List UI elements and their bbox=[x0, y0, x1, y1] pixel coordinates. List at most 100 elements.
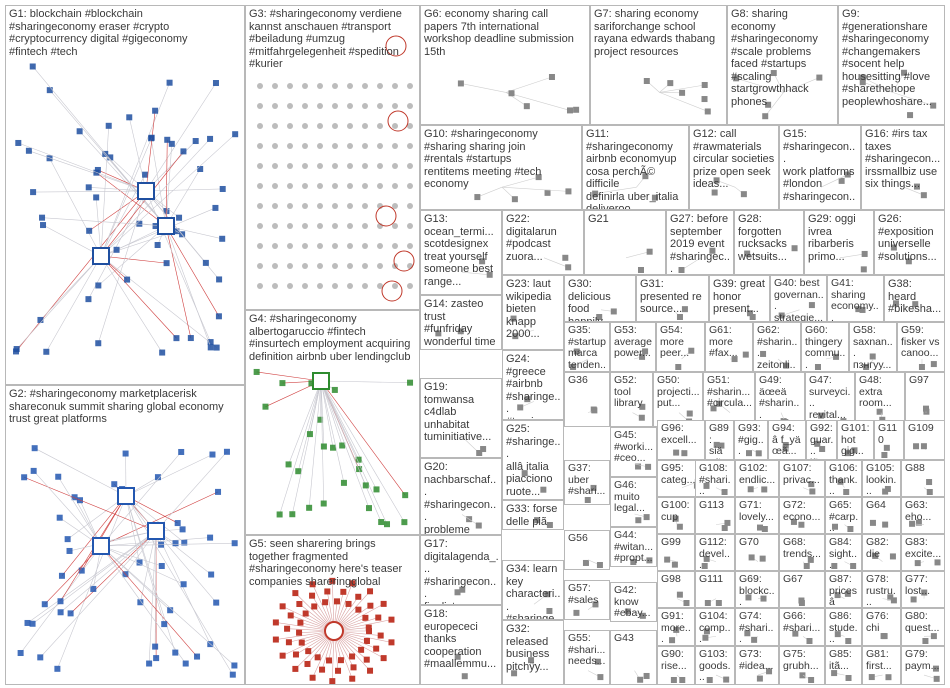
graph-node[interactable] bbox=[287, 143, 293, 149]
graph-node[interactable] bbox=[302, 283, 308, 289]
graph-node[interactable] bbox=[317, 283, 323, 289]
graph-node[interactable] bbox=[257, 203, 263, 209]
graph-node[interactable] bbox=[302, 263, 308, 269]
graph-node[interactable] bbox=[287, 243, 293, 249]
graph-node[interactable] bbox=[358, 646, 365, 653]
graph-node[interactable] bbox=[148, 135, 155, 142]
graph-node[interactable] bbox=[673, 449, 680, 456]
graph-node[interactable] bbox=[362, 482, 369, 489]
graph-node[interactable] bbox=[347, 223, 353, 229]
graph-node[interactable] bbox=[920, 192, 927, 199]
graph-node[interactable] bbox=[643, 672, 650, 679]
graph-node[interactable] bbox=[173, 335, 180, 342]
graph-node[interactable] bbox=[179, 231, 186, 238]
graph-node[interactable] bbox=[317, 223, 323, 229]
graph-node[interactable] bbox=[29, 620, 36, 627]
graph-node[interactable] bbox=[172, 649, 179, 656]
graph-node[interactable] bbox=[257, 163, 263, 169]
graph-node[interactable] bbox=[289, 511, 296, 518]
graph-node[interactable] bbox=[272, 263, 278, 269]
graph-node[interactable] bbox=[913, 443, 920, 450]
graph-node[interactable] bbox=[747, 486, 754, 493]
graph-node[interactable] bbox=[287, 163, 293, 169]
hub-node[interactable] bbox=[157, 217, 175, 235]
graph-node[interactable] bbox=[885, 674, 892, 681]
graph-node[interactable] bbox=[332, 243, 338, 249]
graph-node[interactable] bbox=[257, 183, 263, 189]
graph-node[interactable] bbox=[276, 511, 283, 518]
graph-node[interactable] bbox=[377, 83, 383, 89]
graph-node[interactable] bbox=[331, 386, 338, 393]
graph-node[interactable] bbox=[401, 519, 408, 526]
graph-node[interactable] bbox=[298, 639, 305, 646]
graph-node[interactable] bbox=[187, 335, 194, 342]
graph-node[interactable] bbox=[320, 443, 327, 450]
graph-node[interactable] bbox=[362, 123, 368, 129]
graph-node[interactable] bbox=[392, 83, 398, 89]
graph-node[interactable] bbox=[881, 452, 888, 458]
graph-node[interactable] bbox=[287, 612, 294, 619]
graph-node[interactable] bbox=[302, 103, 308, 109]
graph-node[interactable] bbox=[202, 259, 209, 266]
graph-node[interactable] bbox=[380, 600, 387, 607]
graph-node[interactable] bbox=[167, 607, 174, 614]
graph-node[interactable] bbox=[54, 665, 61, 672]
graph-node[interactable] bbox=[122, 450, 129, 457]
graph-node[interactable] bbox=[317, 123, 323, 129]
graph-node[interactable] bbox=[93, 169, 100, 176]
graph-node[interactable] bbox=[480, 446, 487, 453]
graph-node[interactable] bbox=[279, 652, 286, 659]
graph-node[interactable] bbox=[799, 672, 806, 679]
graph-node[interactable] bbox=[548, 73, 555, 80]
graph-node[interactable] bbox=[215, 488, 222, 495]
graph-node[interactable] bbox=[332, 223, 338, 229]
graph-node[interactable] bbox=[350, 664, 357, 671]
graph-node[interactable] bbox=[377, 283, 383, 289]
graph-node[interactable] bbox=[377, 143, 383, 149]
graph-node[interactable] bbox=[15, 139, 22, 146]
graph-node[interactable] bbox=[181, 539, 188, 546]
graph-node[interactable] bbox=[314, 654, 321, 661]
graph-node[interactable] bbox=[13, 348, 20, 355]
graph-node[interactable] bbox=[377, 103, 383, 109]
graph-node[interactable] bbox=[457, 80, 464, 87]
graph-node[interactable] bbox=[137, 599, 144, 606]
graph-node[interactable] bbox=[635, 517, 642, 524]
graph-node[interactable] bbox=[679, 677, 686, 683]
hub-node[interactable] bbox=[117, 487, 135, 505]
graph-node[interactable] bbox=[356, 466, 363, 473]
graph-node[interactable] bbox=[122, 571, 129, 578]
graph-node[interactable] bbox=[297, 619, 304, 626]
graph-node[interactable] bbox=[809, 488, 816, 495]
graph-node[interactable] bbox=[930, 361, 937, 368]
graph-node[interactable] bbox=[113, 246, 120, 253]
graph-node[interactable] bbox=[173, 228, 180, 235]
graph-node[interactable] bbox=[402, 492, 409, 499]
graph-node[interactable] bbox=[317, 83, 323, 89]
graph-node[interactable] bbox=[375, 614, 382, 621]
graph-node[interactable] bbox=[377, 123, 383, 129]
graph-node[interactable] bbox=[340, 479, 347, 486]
graph-node[interactable] bbox=[365, 505, 372, 512]
graph-node[interactable] bbox=[287, 203, 293, 209]
graph-node[interactable] bbox=[153, 655, 160, 662]
graph-node[interactable] bbox=[347, 263, 353, 269]
graph-node[interactable] bbox=[284, 625, 291, 632]
graph-node[interactable] bbox=[683, 600, 690, 606]
graph-node[interactable] bbox=[231, 662, 238, 669]
graph-node[interactable] bbox=[407, 83, 413, 89]
graph-node[interactable] bbox=[179, 526, 186, 533]
graph-node[interactable] bbox=[107, 154, 114, 161]
graph-node[interactable] bbox=[302, 83, 308, 89]
graph-node[interactable] bbox=[349, 675, 356, 682]
graph-node[interactable] bbox=[257, 243, 263, 249]
graph-node[interactable] bbox=[166, 79, 173, 86]
graph-node[interactable] bbox=[207, 135, 214, 142]
graph-node[interactable] bbox=[566, 107, 573, 114]
graph-node[interactable] bbox=[347, 163, 353, 169]
graph-node[interactable] bbox=[272, 636, 279, 643]
graph-node[interactable] bbox=[671, 561, 678, 568]
graph-node[interactable] bbox=[309, 674, 316, 681]
graph-node[interactable] bbox=[212, 80, 219, 87]
graph-node[interactable] bbox=[24, 619, 31, 626]
